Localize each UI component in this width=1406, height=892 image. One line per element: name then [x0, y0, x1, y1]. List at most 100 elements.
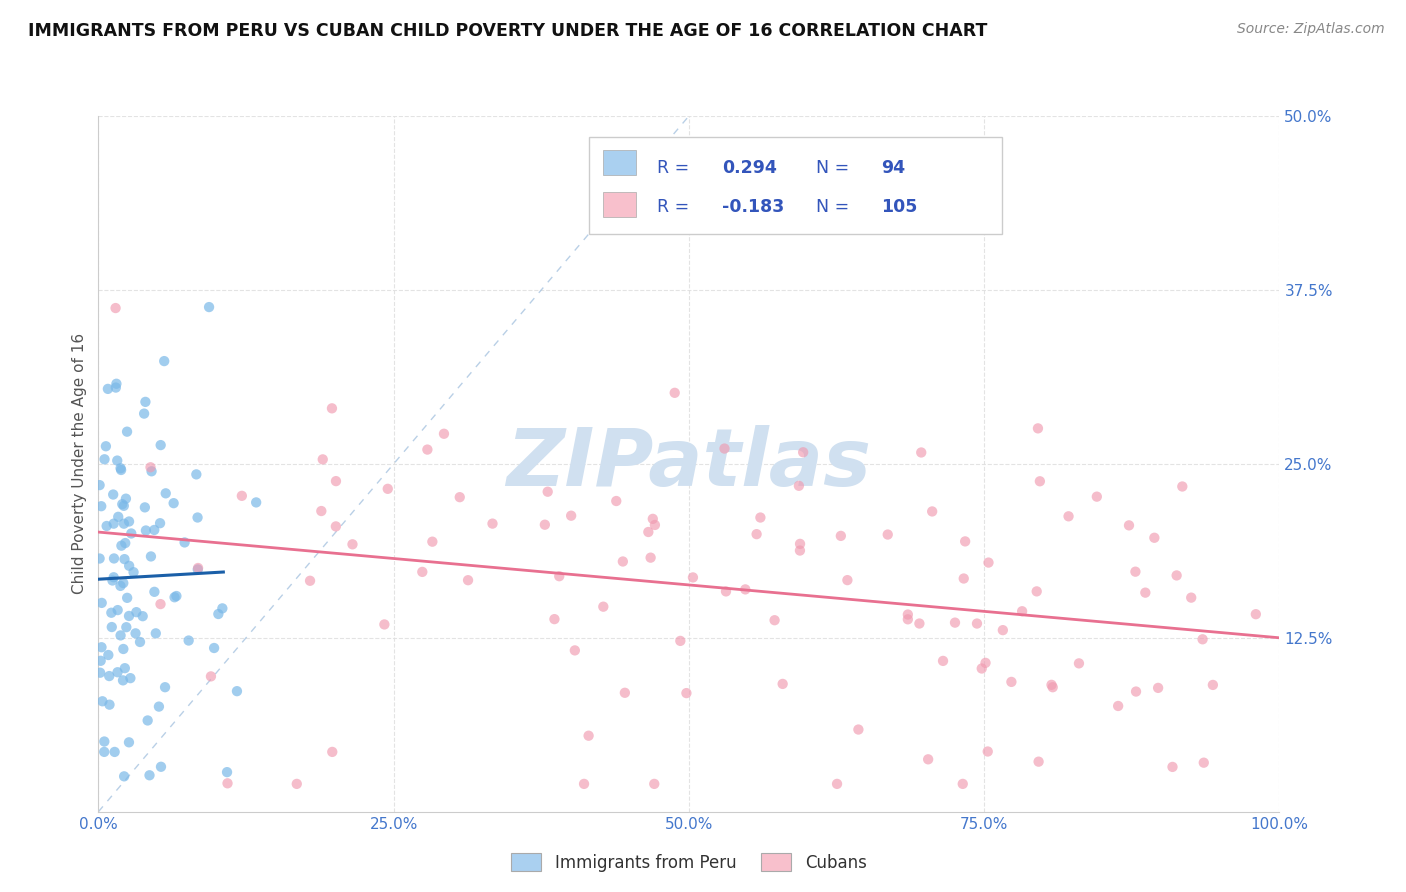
Point [134, 395, 156, 409]
Point [97, 382, 120, 396]
Text: IMMIGRANTS FROM PERU VS CUBAN CHILD POVERTY UNDER THE AGE OF 16 CORRELATION CHAR: IMMIGRANTS FROM PERU VS CUBAN CHILD POVE… [28, 22, 987, 40]
Point [772, 677, 794, 691]
Point [217, 776, 239, 790]
Point [543, 612, 565, 626]
Point [135, 524, 157, 538]
Legend: Immigrants from Peru, Cubans: Immigrants from Peru, Cubans [503, 845, 875, 880]
Point [110, 463, 132, 477]
Point [143, 584, 166, 599]
Point [107, 665, 129, 680]
Point [104, 745, 127, 759]
Point [1191, 632, 1213, 647]
Text: N =: N = [817, 159, 855, 178]
Point [93, 452, 115, 467]
Point [825, 777, 848, 791]
Point [1166, 568, 1188, 582]
Point [198, 300, 221, 314]
Point [876, 527, 898, 541]
Point [89, 551, 111, 566]
Point [148, 699, 170, 714]
Point [613, 686, 636, 700]
Point [537, 484, 560, 499]
Point [560, 508, 582, 523]
Point [93, 745, 115, 759]
Point [101, 574, 124, 588]
Point [792, 445, 814, 459]
Point [897, 612, 920, 626]
Point [682, 570, 704, 584]
Point [1171, 479, 1194, 493]
Point [107, 509, 129, 524]
Point [644, 518, 666, 533]
Point [1000, 674, 1022, 689]
Point [1118, 518, 1140, 533]
Point [118, 735, 141, 749]
Point [787, 479, 810, 493]
Point [1125, 565, 1147, 579]
Point [96, 519, 118, 533]
Point [124, 626, 146, 640]
Point [110, 579, 132, 593]
Point [377, 482, 399, 496]
Point [534, 517, 557, 532]
Point [640, 550, 662, 565]
Point [155, 486, 177, 500]
Point [110, 461, 132, 475]
Point [910, 445, 932, 459]
Point [163, 591, 186, 605]
Point [481, 516, 503, 531]
Point [90, 654, 112, 668]
Point [572, 777, 595, 791]
Point [641, 512, 664, 526]
Point [89, 478, 111, 492]
Text: N =: N = [817, 198, 855, 216]
Point [103, 516, 125, 531]
Point [110, 539, 132, 553]
Point [103, 487, 125, 501]
Point [145, 626, 167, 640]
Point [153, 354, 176, 368]
Point [165, 589, 187, 603]
Point [162, 496, 184, 510]
Point [605, 494, 627, 508]
Point [1029, 475, 1052, 489]
Point [118, 609, 141, 624]
Point [112, 576, 135, 591]
Text: R =: R = [657, 159, 695, 178]
Point [139, 549, 162, 564]
Point [1135, 585, 1157, 599]
Point [143, 523, 166, 537]
FancyBboxPatch shape [589, 136, 1002, 235]
Point [970, 661, 993, 675]
Point [187, 561, 209, 575]
Point [149, 438, 172, 452]
Point [173, 535, 195, 549]
Point [107, 603, 129, 617]
Point [207, 607, 229, 621]
Point [111, 673, 134, 688]
Point [974, 656, 997, 670]
Text: ZIPatlas: ZIPatlas [506, 425, 872, 503]
Point [714, 584, 737, 599]
Point [90, 499, 112, 513]
Point [991, 623, 1014, 637]
Point [299, 574, 322, 588]
Point [932, 654, 955, 668]
Point [592, 599, 614, 614]
Point [285, 777, 308, 791]
Point [114, 536, 136, 550]
Point [90, 640, 112, 655]
Point [202, 640, 225, 655]
Point [111, 497, 134, 511]
Point [93, 734, 115, 748]
Point [94, 439, 117, 453]
Point [114, 661, 136, 675]
Point [97, 648, 120, 662]
Point [1180, 591, 1202, 605]
Point [342, 537, 364, 551]
Point [433, 426, 456, 441]
Point [1057, 509, 1080, 524]
Point [122, 565, 145, 579]
Point [830, 529, 852, 543]
Point [1025, 584, 1047, 599]
